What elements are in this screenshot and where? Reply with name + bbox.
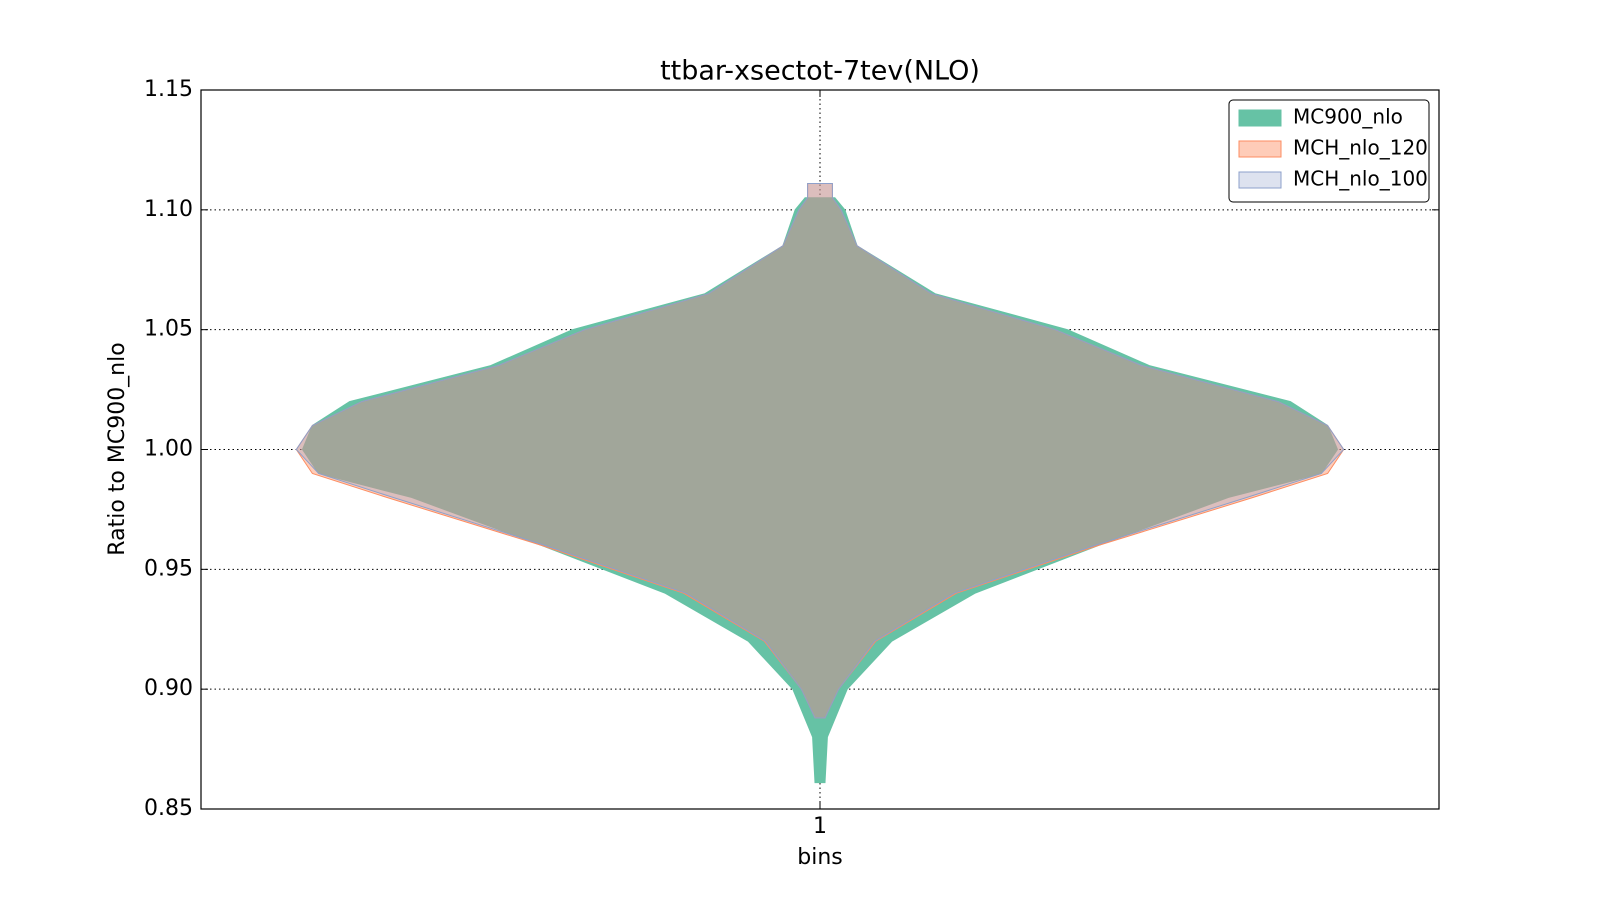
y-tick-label: 1.10 (144, 197, 193, 222)
legend-swatch (1238, 109, 1282, 127)
x-axis-label: bins (797, 845, 842, 870)
legend-label: MC900_nlo (1293, 105, 1403, 129)
violin (295, 183, 1345, 719)
y-tick-label: 0.85 (144, 796, 193, 821)
chart-title: ttbar-xsectot-7tev(NLO) (660, 56, 980, 87)
y-tick-label: 1.05 (144, 317, 193, 342)
legend-swatch (1238, 171, 1282, 189)
plot-frame (200, 89, 1440, 810)
y-tick-label: 0.90 (144, 676, 193, 701)
y-tick-label: 1.15 (144, 77, 193, 102)
x-tick-label: 1 (813, 814, 827, 839)
legend-swatch (1238, 140, 1282, 158)
violin (301, 197, 1339, 784)
y-tick-label: 0.95 (144, 556, 193, 581)
y-axis-label: Ratio to MC900_nlo (105, 342, 130, 555)
y-tick-label: 1.00 (144, 437, 193, 462)
legend-label: MCH_nlo_100 (1293, 167, 1428, 191)
legend-label: MCH_nlo_120 (1293, 136, 1428, 160)
